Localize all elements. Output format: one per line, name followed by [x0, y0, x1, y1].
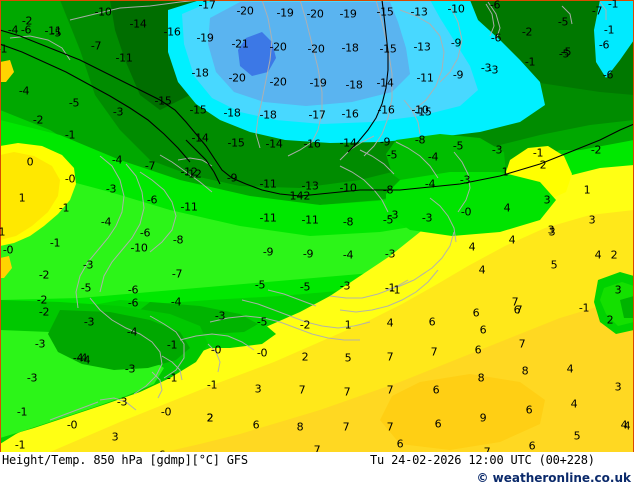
field-yellow-deep: [380, 374, 545, 450]
field-yellow-sliver-1: [0, 256, 12, 278]
field-green-topright: [620, 296, 634, 318]
field-skyblue: [208, 2, 410, 106]
product-title: Height/Temp. 850 hPa [gdmp][°C] GFS: [2, 453, 248, 467]
height-contour-layer: [0, 0, 634, 197]
field-cyan-left-edge: [594, 0, 634, 78]
map-top-border: [0, 0, 634, 1]
coastline-layer: [9, 0, 607, 421]
height-contour-label: 142: [289, 189, 311, 203]
weather-map-canvas[interactable]: -2 -5 -10 -14 -7 -11 -16 -17 -20 -19 -20 -19 -15 -13-…: [0, 0, 634, 452]
field-yellow-nw2: [0, 152, 60, 240]
map-left-border: [0, 0, 1, 452]
footer-bar: Height/Temp. 850 hPa [gdmp][°C] GFS Tu 2…: [0, 452, 634, 490]
field-yellow-sliver-2: [0, 60, 14, 82]
model-run-timestamp: Tu 24-02-2026 12:00 UTC (00+228): [370, 453, 595, 467]
field-blue-core: [238, 32, 276, 76]
field-green-band-right: [386, 172, 556, 236]
contour-label-layer: 142: [289, 189, 311, 203]
field-green-light: [0, 168, 634, 300]
map-field-svg: [0, 0, 634, 452]
field-green-kr: [48, 310, 190, 370]
contour-142: [0, 29, 634, 197]
copyright-notice: © weatheronline.co.uk: [476, 471, 631, 485]
